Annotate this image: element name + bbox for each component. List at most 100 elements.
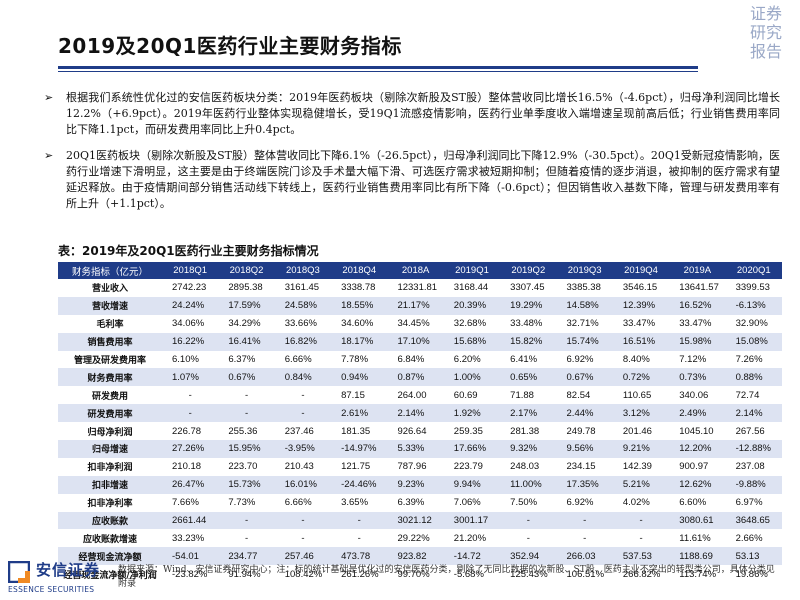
table-caption: 表：2019年及20Q1医药行业主要财务指标情况: [58, 244, 319, 258]
table-cell: -14.72: [443, 547, 501, 566]
table-cell: 34.29%: [218, 314, 275, 333]
row-label: 管理及研发费用率: [58, 350, 162, 369]
table-body: 营业收入 2742.23 2895.38 3161.45 3338.78 12331.81…: [58, 279, 782, 584]
table-cell: 2.66%: [725, 529, 782, 548]
table-cell: -: [612, 511, 670, 530]
table-row: 营收增速 24.24% 17.59% 24.58% 18.55% 21.17% 20.39%…: [58, 296, 782, 315]
row-label: 扣非净利润: [58, 457, 162, 476]
row-label: 扣非净利率: [58, 493, 162, 512]
table-cell: 5.21%: [612, 475, 670, 494]
table-cell: 1.00%: [443, 368, 501, 387]
table-cell: 121.75: [331, 457, 388, 476]
column-header-period: 2018Q1: [162, 262, 219, 279]
table-cell: 1045.10: [669, 422, 726, 441]
table-cell: 7.66%: [162, 493, 219, 512]
table-cell: 3399.53: [725, 279, 782, 297]
table-cell: -9.88%: [725, 475, 782, 494]
table-cell: -14.97%: [331, 440, 388, 458]
column-header-period: 2018Q3: [274, 262, 332, 279]
table-cell: 0.72%: [612, 368, 670, 387]
column-header-metric: 财务指标（亿元）: [58, 262, 162, 279]
table-cell: 53.13: [725, 547, 782, 566]
row-label: 扣非增速: [58, 475, 162, 494]
table-cell: 14.58%: [556, 296, 613, 315]
table-cell: 234.77: [218, 547, 275, 566]
table-cell: 33.48%: [500, 314, 557, 333]
watermark-line: 报告: [749, 42, 782, 61]
table-cell: 82.54: [556, 386, 613, 405]
table-cell: 2.44%: [556, 404, 613, 423]
table-cell: 87.15: [331, 386, 388, 405]
table-cell: 237.46: [274, 422, 332, 441]
table-cell: 1.07%: [162, 368, 219, 387]
table-row: 管理及研发费用率 6.10% 6.37% 6.66% 7.78% 6.84% 6.20% 6.…: [58, 350, 782, 369]
table-cell: -54.01: [162, 547, 219, 566]
table-cell: 108.42%: [274, 565, 332, 584]
table-cell: 0.94%: [331, 368, 388, 387]
table-cell: 6.41%: [500, 350, 557, 369]
table-cell: 9.32%: [500, 440, 557, 458]
table-cell: 33.47%: [669, 314, 726, 333]
table-row: 扣非增速 26.47% 15.73% 16.01% -24.46% 9.23% 9.94% 1…: [58, 475, 782, 494]
table-cell: 6.39%: [387, 493, 444, 512]
table-cell: 266.03: [556, 547, 613, 566]
table-cell: 110.65: [612, 386, 670, 405]
table-row: 归母增速 27.26% 15.95% -3.95% -14.97% 5.33% 17.66%…: [58, 440, 782, 458]
table-cell: 1188.69: [669, 547, 726, 566]
table-row: 销售费用率 16.22% 16.41% 16.82% 18.17% 17.10% 15.68…: [58, 332, 782, 351]
table-cell: -24.46%: [331, 475, 388, 494]
table-cell: 24.24%: [162, 296, 219, 315]
table-cell: 16.52%: [669, 296, 726, 315]
table-cell: 7.50%: [500, 493, 557, 512]
table-cell: 3338.78: [331, 279, 388, 297]
table-cell: 2.61%: [331, 404, 388, 423]
column-header-period: 2020Q1: [725, 262, 782, 279]
table-cell: 15.95%: [218, 440, 275, 458]
table-cell: 7.12%: [669, 350, 726, 369]
table-cell: 210.18: [162, 457, 219, 476]
table-cell: 34.45%: [387, 314, 444, 333]
table-cell: 0.84%: [274, 368, 332, 387]
table-cell: -: [500, 511, 557, 530]
table-cell: 2661.44: [162, 511, 219, 530]
table-header-row: 财务指标（亿元） 2018Q1 2018Q2 2018Q3 2018Q4 2018A 201…: [58, 262, 782, 279]
table-cell: 17.10%: [387, 332, 444, 351]
table-cell: 2.17%: [500, 404, 557, 423]
table-cell: 237.08: [725, 457, 782, 476]
table-cell: 11.61%: [669, 529, 726, 548]
table-cell: 32.68%: [443, 314, 501, 333]
table-cell: 248.03: [500, 457, 557, 476]
bullet-arrow-icon: ➢: [44, 148, 54, 162]
table-cell: 20.39%: [443, 296, 501, 315]
table-cell: 15.98%: [669, 332, 726, 351]
table-cell: 15.74%: [556, 332, 613, 351]
table-cell: -23.82%: [162, 565, 219, 584]
table-row: 研发费用率 - - -2.61% 2.14% 1.92% 2.17% 2.44% 3.12% 2.…: [58, 404, 782, 423]
bullet-arrow-icon: ➢: [44, 91, 54, 104]
table-cell: -: [331, 511, 388, 530]
table-cell: 226.78: [162, 422, 219, 441]
table-cell: 21.20%: [443, 529, 501, 548]
table-cell: 3.12%: [612, 404, 670, 423]
row-label: 归母增速: [58, 440, 162, 458]
table-cell: 4.02%: [612, 493, 670, 512]
column-header-period: 2018Q2: [218, 262, 275, 279]
watermark-line: 研究: [749, 23, 782, 42]
table-cell: 142.39: [612, 457, 670, 476]
table-cell: -: [500, 529, 557, 548]
table-cell: 2.49%: [669, 404, 726, 423]
table-cell: -: [162, 404, 219, 423]
table-row: 营业收入 2742.23 2895.38 3161.45 3338.78 12331.81…: [58, 279, 782, 297]
title-divider-thin: [58, 71, 698, 72]
table-cell: 3001.17: [443, 511, 501, 530]
table-cell: 340.06: [669, 386, 726, 405]
table-cell: 234.15: [556, 457, 613, 476]
table-cell: 7.78%: [331, 350, 388, 369]
table-cell: 17.59%: [218, 296, 275, 315]
table-cell: 16.01%: [274, 475, 332, 494]
table-cell: 261.26%: [331, 565, 388, 584]
table-row: 应收账款 2661.44- - -3021.12 3001.17- - -3080.61 36…: [58, 511, 782, 530]
table-cell: 259.35: [443, 422, 501, 441]
table-cell: 473.78: [331, 547, 388, 566]
row-label: 研发费用: [58, 386, 162, 405]
